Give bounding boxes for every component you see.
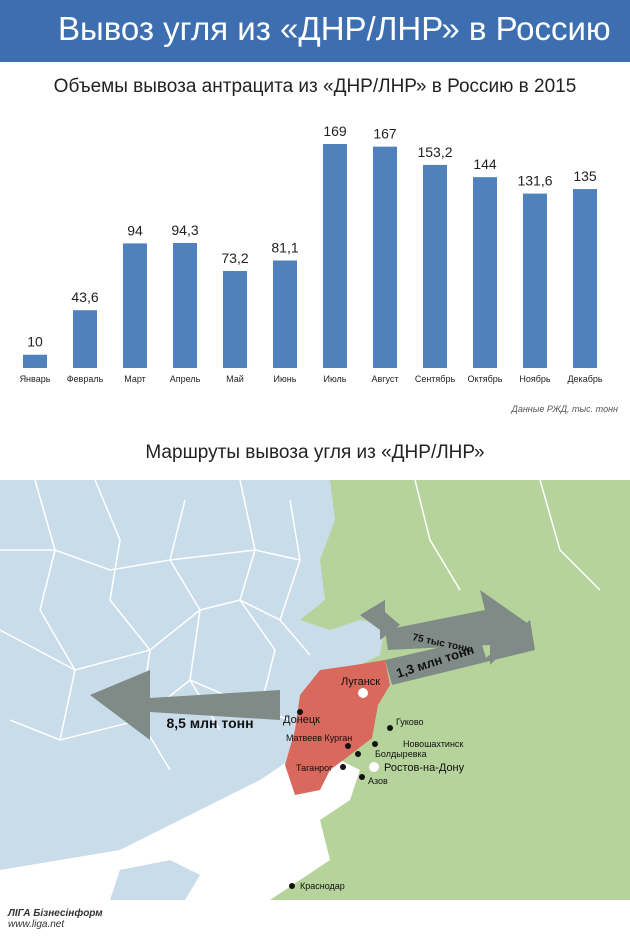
category-label: Апрель: [170, 374, 201, 384]
bar-value-label: 43,6: [71, 289, 98, 305]
chart-title: Объемы вывоза антрацита из «ДНР/ЛНР» в Р…: [53, 76, 577, 97]
page-title: Вывоз угля из «ДНР/ЛНР» в Россию: [58, 10, 611, 47]
matveev-kurgan-marker: [345, 743, 351, 749]
header-band: Вывоз угля из «ДНР/ЛНР» в Россию: [0, 0, 630, 62]
category-label: Июнь: [274, 374, 297, 384]
boldyrevka-marker: [355, 751, 361, 757]
category-label: Сентябрь: [415, 374, 456, 384]
bar-7: [323, 144, 347, 368]
arrow-back: [360, 600, 400, 640]
rostov-label: Ростов-на-Дону: [384, 762, 465, 774]
bar-value-label: 153,2: [417, 144, 452, 160]
donetsk-label: Донецк: [283, 714, 320, 726]
bar-value-label: 169: [323, 123, 347, 139]
source-note: Данные РЖД, тыс. тонн: [511, 404, 618, 414]
category-label: Ноябрь: [519, 374, 551, 384]
bar-value-label: 94: [127, 222, 143, 238]
matveev-kurgan-label: Матвеев Курган: [286, 733, 352, 743]
novoshakhtinsk-marker: [372, 741, 378, 747]
category-label: Декабрь: [567, 374, 602, 384]
bar-4: [173, 243, 197, 368]
bar-6: [273, 260, 297, 368]
bar-chart: 10 Январь 43,6 Февраль 94 Март 94,3 Апрель 73,2 М…: [20, 123, 603, 384]
bar-value-label: 81,1: [271, 240, 298, 256]
category-label: Октябрь: [468, 374, 503, 384]
krasnodar-label: Краснодар: [300, 881, 345, 891]
bar-value-label: 135: [573, 168, 597, 184]
donetsk-marker: [297, 709, 303, 715]
bar-10: [473, 177, 497, 368]
gukovo-label: Гуково: [396, 717, 424, 727]
bar-8: [373, 146, 397, 368]
taganrog-marker: [340, 764, 346, 770]
arrow-east: [385, 620, 535, 685]
footer-logo: ЛІГА Бізнесінформ www.liga.net: [8, 908, 103, 930]
azov-label: Азов: [368, 776, 388, 786]
routes-map: 8,5 млн тонн 75 тыс тонн 1,3 млн тонн Лу…: [0, 480, 630, 900]
bar-12: [573, 189, 597, 368]
rostov-marker: [369, 762, 379, 772]
bar-value-label: 144: [473, 156, 497, 172]
bar-5: [223, 270, 247, 368]
liga-brand: ЛІГА Бізнесінформ: [8, 908, 103, 919]
boldyrevka-label: Болдыревка: [375, 749, 427, 759]
category-label: Январь: [20, 374, 51, 384]
bar-9: [423, 164, 447, 368]
category-label: Февраль: [67, 374, 104, 384]
bar-value-label: 94,3: [171, 222, 198, 238]
krasnodar-marker: [289, 883, 295, 889]
gukovo-marker: [387, 725, 393, 731]
sea-of-azov: [0, 755, 360, 900]
taganrog-label: Таганрог: [296, 763, 333, 773]
bar-value-label: 131,6: [517, 173, 552, 189]
bar-1: [23, 354, 47, 368]
lugansk-label: Луганск: [341, 676, 380, 688]
map-title: Маршруты вывоза угля из «ДНР/ЛНР»: [145, 442, 485, 463]
russia-borders: [414, 480, 601, 591]
category-label: Июль: [324, 374, 347, 384]
azov-marker: [359, 774, 365, 780]
arrow-northeast: [385, 590, 530, 665]
bar-11: [523, 193, 547, 368]
bar-2: [73, 310, 97, 368]
novoshakhtinsk-label: Новошахтинск: [403, 739, 463, 749]
arrow-west: [90, 670, 280, 740]
bar-3: [123, 243, 147, 368]
city-markers: [289, 688, 393, 889]
category-label: Март: [124, 374, 146, 384]
arrow-west-label: 8,5 млн тонн: [166, 715, 253, 731]
bar-value-label: 167: [373, 126, 397, 142]
category-label: Май: [226, 374, 244, 384]
bar-value-label: 73,2: [221, 250, 248, 266]
category-label: Август: [371, 374, 398, 384]
lugansk-marker: [358, 688, 368, 698]
crimea: [110, 860, 200, 900]
bar-value-label: 10: [27, 334, 43, 350]
liga-url: www.liga.net: [8, 919, 65, 930]
